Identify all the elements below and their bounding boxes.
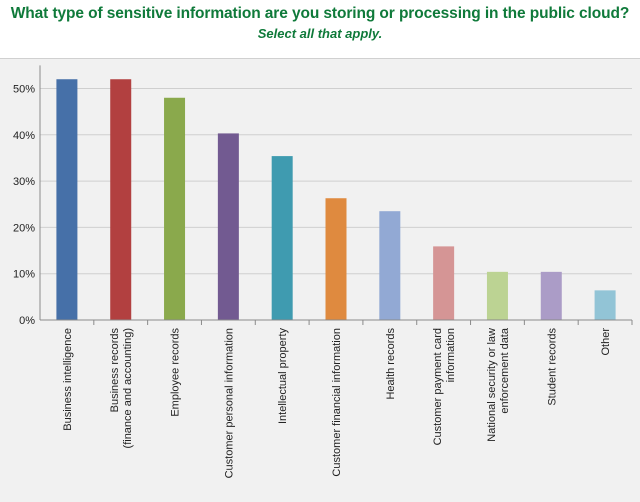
chart-title: What type of sensitive information are y… — [10, 5, 630, 22]
y-tick-label: 30% — [13, 176, 35, 188]
category-label-1: Business intelligence — [62, 328, 74, 431]
bar-chart: 0%10%20%30%40%50% Business intelligence B… — [13, 65, 633, 478]
bar-6 — [325, 198, 347, 320]
category-label-line: Other — [600, 328, 612, 356]
bar-5 — [271, 156, 293, 320]
category-label-line: Business records — [109, 328, 121, 413]
category-label-9: National security or law enforcement data — [486, 327, 511, 442]
category-label-line: Customer financial information — [331, 328, 343, 477]
bar-11 — [594, 290, 616, 320]
category-label-line: (finance and accounting) — [122, 328, 134, 448]
bar-9 — [486, 271, 508, 320]
category-label-line: enforcement data — [499, 327, 511, 413]
category-label-line: Employee records — [170, 328, 182, 417]
category-label-line: Customer payment card — [432, 328, 444, 445]
y-axis: 0% 10% 20% 30% 40% 50% — [13, 65, 41, 327]
bars — [56, 79, 616, 321]
category-label-line: Customer personal information — [223, 328, 235, 478]
category-label-10: Student records — [546, 328, 558, 406]
category-label-line: National security or law — [486, 328, 498, 442]
chart-header: What type of sensitive information are y… — [0, 0, 640, 41]
bar-8 — [433, 246, 455, 320]
category-label-line: Student records — [546, 328, 558, 406]
category-label-line: information — [445, 328, 457, 382]
y-tick-label: 40% — [13, 130, 35, 142]
y-tick-label: 20% — [13, 222, 35, 234]
chart-area: 0% 10% 20% 30% 40% 50% Business intelligence B… — [0, 58, 640, 502]
chart-subtitle: Select all that apply. — [257, 26, 383, 41]
gridlines — [40, 88, 632, 275]
bar-7 — [379, 211, 401, 320]
bar-3 — [164, 97, 186, 320]
bar-10 — [540, 271, 562, 320]
category-label-5: Intellectual property — [277, 328, 289, 424]
category-label-7: Health records — [385, 328, 397, 400]
category-label-6: Customer financial information — [331, 328, 343, 477]
bar-1 — [56, 79, 78, 321]
category-label-line: Intellectual property — [277, 328, 289, 424]
category-label-11: Other — [600, 328, 612, 356]
category-label-2: Business records (finance and accounting) — [109, 328, 134, 449]
bar-2 — [110, 79, 132, 321]
category-label-3: Employee records — [170, 328, 182, 417]
y-tick-label: 50% — [13, 84, 35, 96]
bar-4 — [217, 133, 239, 320]
category-label-8: Customer payment card information — [432, 328, 457, 445]
category-label-line: Health records — [385, 328, 397, 400]
category-label-4: Customer personal information — [223, 328, 235, 478]
x-axis: Business intelligence Business records (fi… — [40, 319, 633, 478]
y-tick-label: 10% — [13, 269, 35, 281]
y-tick-label: 0% — [19, 315, 35, 327]
category-label-line: Business intelligence — [62, 328, 74, 431]
